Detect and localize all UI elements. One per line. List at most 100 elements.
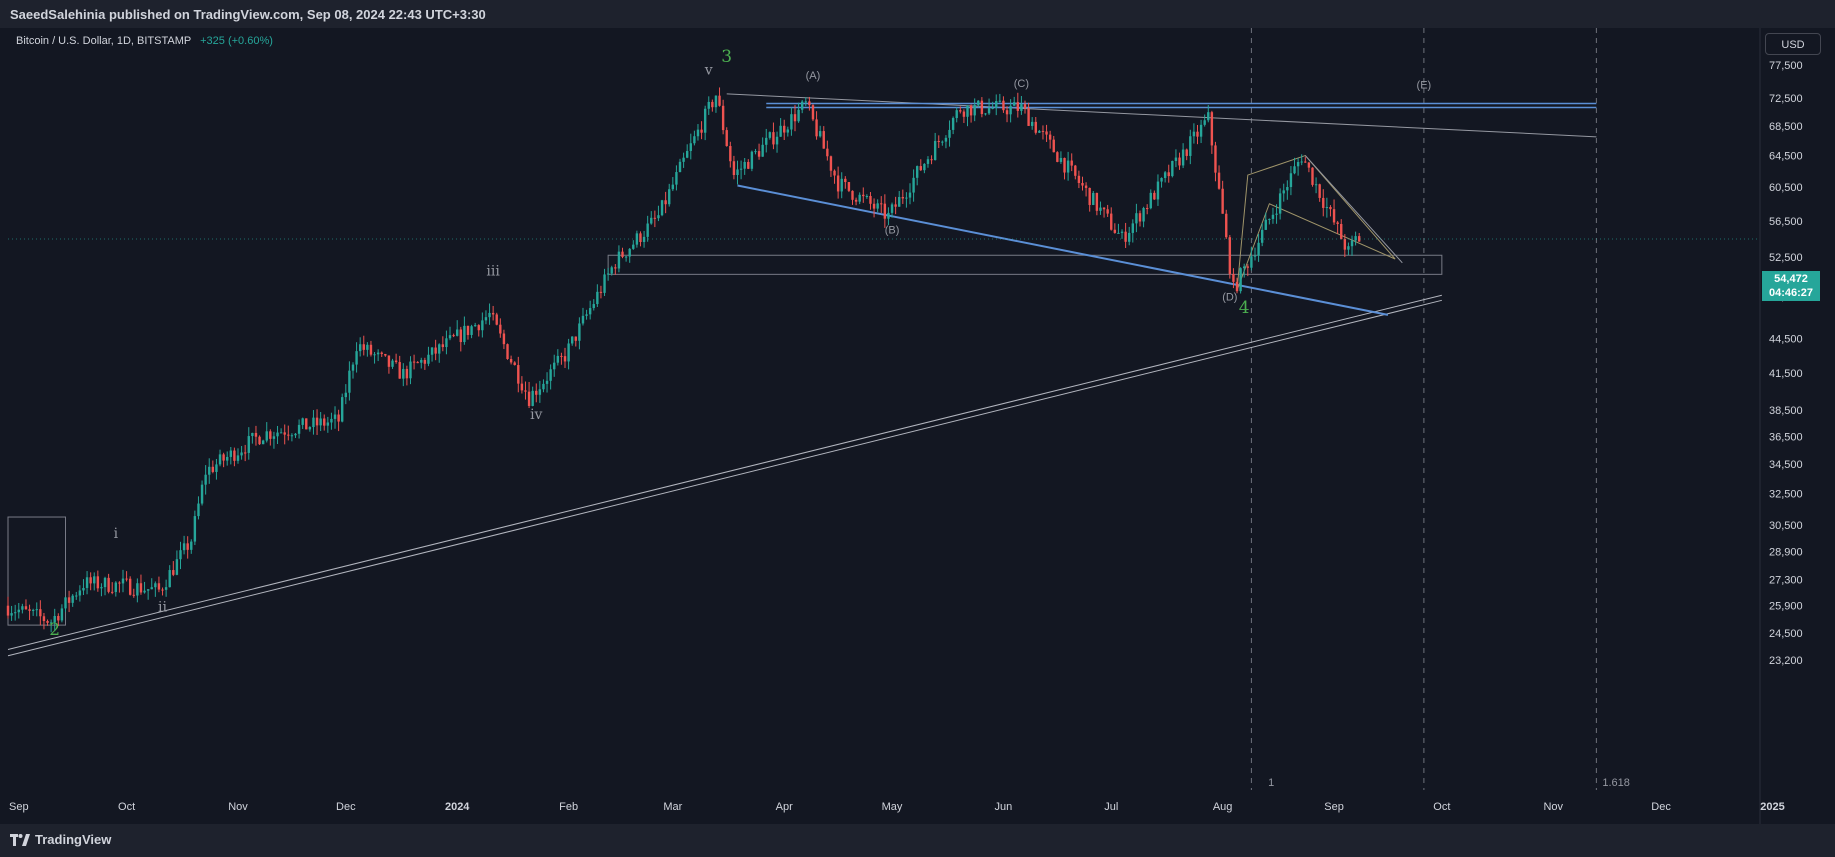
candle-body (908, 192, 912, 198)
candle-body (786, 129, 790, 133)
time-tick-label: Mar (663, 801, 682, 813)
candle-body (430, 347, 434, 355)
candle-body (10, 613, 13, 616)
candle-body (251, 432, 254, 437)
candle-body (905, 197, 908, 199)
candle-body (513, 362, 516, 366)
candle-body (937, 140, 940, 142)
time-tick-label: Sep (1324, 801, 1344, 813)
candle-body (1153, 192, 1156, 200)
candle-body (653, 217, 657, 219)
candle-body (509, 358, 513, 363)
candle-body (114, 582, 118, 593)
candle-body (265, 431, 268, 441)
candle-body (290, 435, 294, 437)
candle-body (854, 199, 858, 202)
candle-body (193, 516, 197, 542)
candle-body (1354, 236, 1357, 241)
tradingview-logo[interactable]: TradingView (10, 832, 111, 847)
candle-body (118, 582, 121, 584)
candle-body (739, 168, 743, 170)
candle-body (1196, 131, 1199, 137)
candle-body (1336, 222, 1339, 224)
candle-body (319, 418, 322, 426)
candle-body (524, 390, 527, 392)
candle-body (1034, 121, 1037, 133)
candle-body (1063, 157, 1066, 173)
candle-body (941, 141, 944, 143)
candle-body (1074, 165, 1077, 176)
candle-body (556, 355, 560, 363)
candle-body (473, 325, 477, 327)
candle-body (542, 383, 545, 390)
time-tick-label: Aug (1213, 801, 1233, 813)
candle-body (1235, 281, 1239, 292)
candle-body (632, 244, 635, 249)
candle-body (423, 359, 427, 364)
candle-body (639, 233, 642, 243)
candle-body (1300, 161, 1303, 163)
candle-body (412, 361, 416, 363)
candle-body (67, 597, 71, 603)
time-tick-label: 2024 (445, 801, 470, 813)
price-tick-label: 34,500 (1769, 459, 1803, 471)
candle-body (200, 484, 204, 504)
candle-body (1228, 237, 1232, 275)
time-tick-label: Nov (1543, 801, 1563, 813)
wave-label: iii (486, 263, 500, 279)
candle-body (955, 110, 958, 119)
candle-body (491, 312, 495, 315)
candle-body (1045, 131, 1048, 135)
candle-body (898, 197, 901, 207)
time-tick-label: Oct (118, 801, 135, 813)
candle-body (725, 130, 728, 147)
candle-body (545, 380, 549, 384)
candle-body (833, 170, 836, 176)
candle-body (261, 440, 265, 445)
candle-body (761, 144, 764, 157)
candle-body (901, 197, 905, 199)
candle-body (1221, 188, 1224, 214)
publish-text: SaeedSalehinia published on TradingView.… (10, 7, 486, 22)
candle-body (754, 151, 757, 153)
candle-body (312, 417, 315, 428)
candle-body (1120, 231, 1124, 233)
candle-body (606, 273, 610, 275)
time-tick-label: Oct (1433, 801, 1450, 813)
candle-body (675, 172, 678, 185)
candle-body (1282, 190, 1285, 194)
candle-body (581, 315, 585, 324)
candle-body (1131, 223, 1135, 233)
publish-header: SaeedSalehinia published on TradingView.… (0, 0, 1835, 28)
candle-body (481, 320, 484, 331)
candle-body (168, 570, 171, 588)
candle-body (398, 362, 401, 379)
candle-body (743, 161, 746, 169)
candle-body (150, 587, 153, 590)
last-price-value: 54,472 (1774, 273, 1808, 285)
candle-body (42, 616, 46, 621)
price-tick-label: 41,500 (1769, 368, 1803, 380)
currency-button[interactable]: USD (1765, 33, 1821, 55)
wedge-drawing (1236, 154, 1396, 291)
candle-body (103, 577, 107, 588)
candle-body (987, 108, 991, 114)
candle-body (89, 577, 92, 584)
candle-body (1099, 207, 1102, 211)
candle-body (563, 356, 567, 362)
candle-body (553, 362, 556, 370)
candle-body (772, 132, 775, 145)
candle-body (243, 452, 247, 454)
candle-body (977, 100, 980, 106)
time-tick-label: May (882, 801, 903, 813)
price-tick-label: 44,500 (1769, 334, 1803, 346)
candle-body (919, 166, 922, 171)
candle-body (1102, 207, 1106, 210)
candle-body (696, 129, 700, 137)
candle-body (858, 194, 861, 202)
candle-body (75, 595, 78, 597)
candle-body (391, 360, 394, 367)
candle-body (387, 355, 391, 367)
wave-label: (E) (1417, 79, 1432, 91)
